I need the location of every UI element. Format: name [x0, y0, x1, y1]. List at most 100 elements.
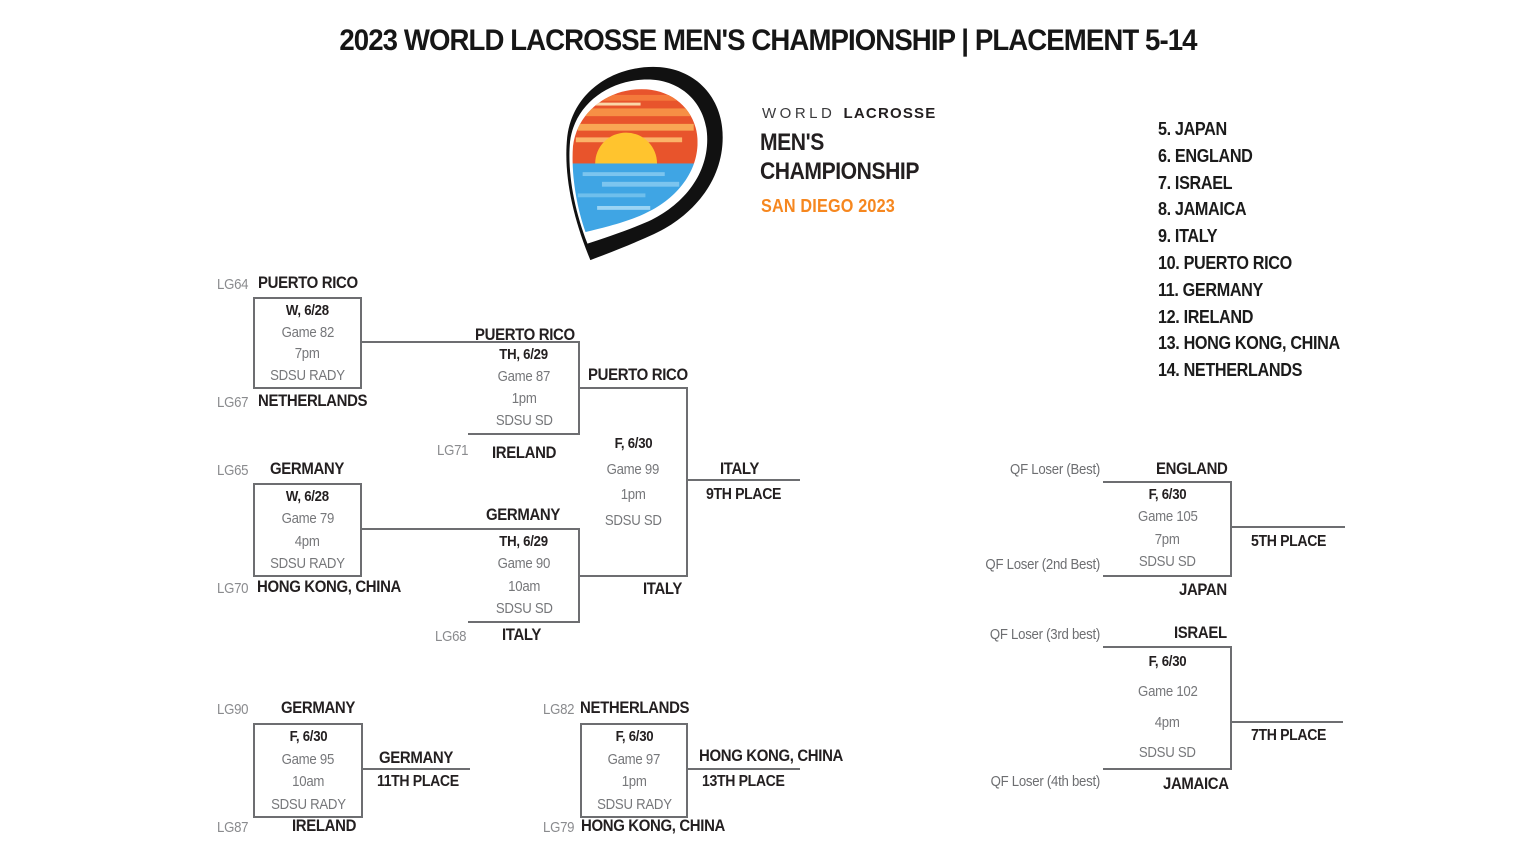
winner-line: [688, 479, 800, 481]
game87-number: Game 87: [497, 368, 551, 385]
game102-info: F, 6/30 Game 102 4pm SDSU SD: [1110, 650, 1225, 764]
game95-winner: GERMANY: [379, 748, 454, 767]
game97-team-top: NETHERLANDS: [580, 698, 690, 717]
bracket-line: [468, 433, 580, 435]
game82-info: W, 6/28 Game 82 7pm SDSU RADY: [255, 299, 360, 387]
bracket-line: [362, 341, 580, 343]
game99-number: Game 99: [606, 460, 660, 478]
standings-item: 9. ITALY: [1158, 226, 1218, 247]
game79-time: 4pm: [295, 532, 320, 550]
game105-source-top: QF Loser (Best): [1010, 461, 1100, 478]
bracket-line: [1103, 575, 1232, 577]
game82-source-bottom: LG67: [217, 394, 249, 411]
winner-line: [688, 768, 800, 770]
winner-line: [1232, 526, 1345, 528]
eleventh-place-label: 11TH PLACE: [377, 773, 459, 790]
game102-team-bottom: JAMAICA: [1163, 774, 1229, 793]
game105-date: F, 6/30: [1148, 486, 1187, 503]
game87-date: TH, 6/29: [499, 346, 549, 363]
game105-source-bottom: QF Loser (2nd Best): [985, 556, 1100, 573]
winner-line: [1232, 721, 1343, 723]
game97-source-top: LG82: [543, 701, 575, 718]
thirteenth-place-label: 13TH PLACE: [702, 773, 785, 790]
brand-wordmark: WORLD LACROSSE: [762, 105, 936, 122]
game97-number: Game 97: [607, 750, 661, 768]
game90-info: TH, 6/29 Game 90 10am SDSU SD: [470, 530, 578, 620]
bracket-line: [468, 621, 580, 623]
game95-source-bottom: LG87: [217, 819, 249, 836]
game105-info: F, 6/30 Game 105 7pm SDSU SD: [1110, 483, 1225, 573]
winner-line: [363, 768, 470, 770]
game90-team-bottom: ITALY: [502, 625, 541, 644]
game105-number: Game 105: [1137, 508, 1198, 526]
game97-time: 1pm: [621, 773, 647, 791]
game105-time: 7pm: [1155, 530, 1180, 548]
game102-team-top: ISRAEL: [1174, 623, 1227, 642]
game90-number: Game 90: [497, 555, 551, 573]
game97-venue: SDSU RADY: [596, 795, 672, 813]
standings-item: 5. JAPAN: [1158, 119, 1227, 139]
bracket-line: [580, 575, 688, 577]
game82-team-bottom: NETHERLANDS: [258, 391, 368, 410]
game95-number: Game 95: [281, 750, 335, 768]
game99-team-top: PUERTO RICO: [588, 365, 688, 384]
game90-date: TH, 6/29: [499, 533, 549, 550]
game95-team-top: GERMANY: [281, 698, 356, 717]
game99-winner: ITALY: [720, 459, 759, 478]
game79-source-top: LG65: [217, 462, 249, 479]
game99-info: F, 6/30 Game 99 1pm SDSU SD: [582, 432, 684, 532]
standings-item: 11. GERMANY: [1158, 279, 1263, 300]
game95-source-top: LG90: [217, 701, 249, 718]
bracket-line: [578, 528, 580, 623]
game90-source-bottom: LG68: [435, 628, 467, 645]
brand-location-text: SAN DIEGO 2023: [761, 196, 895, 216]
game99-time: 1pm: [620, 486, 646, 504]
standings-item: 12. IRELAND: [1158, 306, 1254, 327]
standings-item: 7. ISRAEL: [1158, 172, 1233, 193]
game97-team-bottom: HONG KONG, CHINA: [581, 816, 725, 835]
lacrosse-head-sunset-logo-icon: [566, 66, 723, 261]
game95-date: F, 6/30: [289, 728, 327, 745]
game102-venue: SDSU SD: [1139, 743, 1196, 761]
game99-team-bottom: ITALY: [643, 579, 682, 598]
standings-item: 14. NETHERLANDS: [1158, 360, 1303, 381]
game97-info: F, 6/30 Game 97 1pm SDSU RADY: [582, 725, 686, 816]
game105-venue: SDSU SD: [1139, 552, 1196, 570]
game102-time: 4pm: [1155, 713, 1180, 731]
game82-number: Game 82: [281, 323, 334, 341]
brand-mens-text: MEN'S: [760, 129, 824, 156]
game79-team-bottom: HONG KONG, CHINA: [257, 577, 401, 596]
bracket-line: [1103, 646, 1232, 648]
game87-source-bottom: LG71: [437, 442, 469, 459]
game95-team-bottom: IRELAND: [292, 816, 357, 835]
brand-championship-text: CHAMPIONSHIP: [760, 158, 920, 185]
game82-team-top: PUERTO RICO: [258, 273, 358, 292]
game82-box: [253, 297, 362, 389]
game97-date: F, 6/30: [615, 728, 653, 745]
ninth-place-label: 9TH PLACE: [706, 486, 782, 503]
game79-box: [253, 483, 362, 577]
game82-time: 7pm: [295, 345, 320, 363]
game87-info: TH, 6/29 Game 87 1pm SDSU SD: [470, 343, 578, 432]
game90-time: 10am: [508, 577, 540, 595]
brand-world-text: WORLD: [762, 105, 836, 122]
game97-winner: HONG KONG, CHINA: [699, 746, 843, 765]
game79-date: W, 6/28: [286, 488, 329, 505]
bracket-line: [578, 341, 580, 435]
standings-item: 8. JAMAICA: [1158, 199, 1247, 220]
game99-venue: SDSU SD: [604, 511, 662, 529]
standings-item: 6. ENGLAND: [1158, 145, 1253, 166]
bracket-line: [580, 387, 688, 389]
game87-venue: SDSU SD: [495, 412, 553, 429]
game82-venue: SDSU RADY: [270, 366, 345, 384]
game87-team-top: PUERTO RICO: [475, 325, 575, 344]
game95-time: 10am: [292, 773, 324, 791]
game97-source-bottom: LG79: [543, 819, 575, 836]
game95-box: [253, 723, 363, 818]
game79-venue: SDSU RADY: [270, 554, 345, 572]
game82-source-top: LG64: [217, 276, 249, 293]
standings-item: 10. PUERTO RICO: [1158, 252, 1292, 273]
bracket-line: [1230, 646, 1232, 770]
game90-team-top: GERMANY: [486, 505, 561, 524]
